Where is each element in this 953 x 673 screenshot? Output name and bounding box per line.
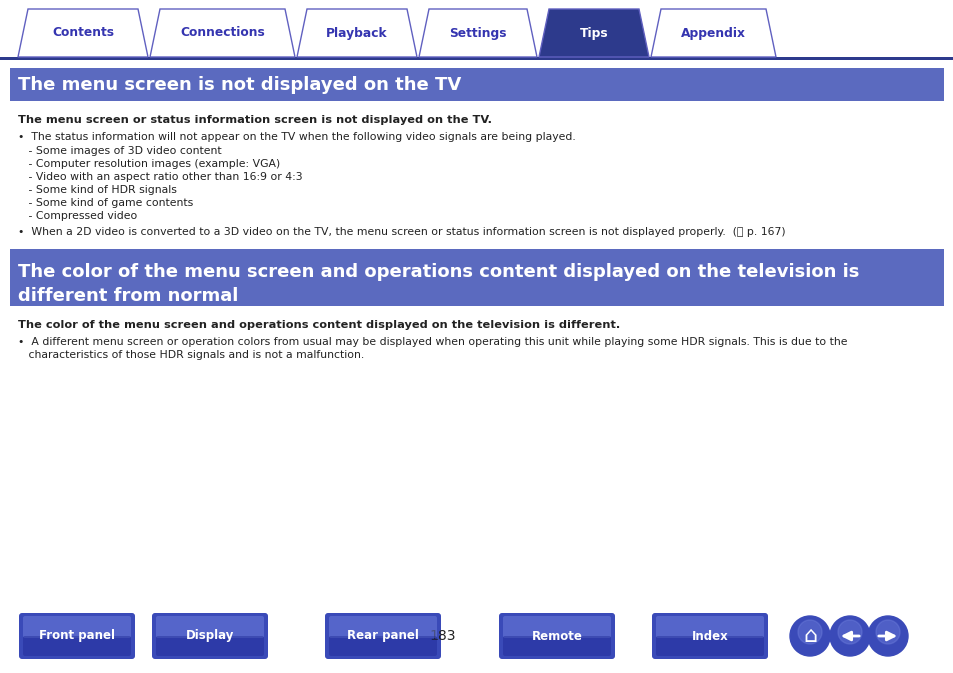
Polygon shape — [538, 9, 648, 57]
Text: ⌂: ⌂ — [802, 626, 816, 646]
Text: different from normal: different from normal — [18, 287, 238, 305]
Text: Settings: Settings — [449, 26, 506, 40]
Text: Display: Display — [186, 629, 233, 643]
Text: - Some kind of HDR signals: - Some kind of HDR signals — [18, 185, 176, 195]
Text: •  The status information will not appear on the TV when the following video sig: • The status information will not appear… — [18, 132, 576, 142]
Polygon shape — [296, 9, 416, 57]
Text: Connections: Connections — [180, 26, 265, 40]
FancyBboxPatch shape — [502, 616, 610, 638]
Text: Index: Index — [691, 629, 727, 643]
FancyBboxPatch shape — [502, 636, 610, 656]
Text: - Computer resolution images (example: VGA): - Computer resolution images (example: V… — [18, 159, 280, 169]
FancyBboxPatch shape — [651, 613, 767, 659]
Text: Rear panel: Rear panel — [347, 629, 418, 643]
Text: The color of the menu screen and operations content displayed on the television : The color of the menu screen and operati… — [18, 320, 619, 330]
FancyBboxPatch shape — [656, 616, 763, 638]
Polygon shape — [418, 9, 537, 57]
Text: - Video with an aspect ratio other than 16:9 or 4:3: - Video with an aspect ratio other than … — [18, 172, 302, 182]
FancyBboxPatch shape — [498, 613, 615, 659]
Text: Contents: Contents — [52, 26, 113, 40]
FancyBboxPatch shape — [23, 636, 131, 656]
Text: The color of the menu screen and operations content displayed on the television : The color of the menu screen and operati… — [18, 263, 859, 281]
Text: - Some kind of game contents: - Some kind of game contents — [18, 198, 193, 208]
Polygon shape — [18, 9, 148, 57]
Circle shape — [875, 620, 899, 644]
Bar — [0, 57, 953, 60]
Text: characteristics of those HDR signals and is not a malfunction.: characteristics of those HDR signals and… — [18, 350, 364, 360]
Text: - Compressed video: - Compressed video — [18, 211, 137, 221]
Polygon shape — [150, 9, 294, 57]
Text: - Some images of 3D video content: - Some images of 3D video content — [18, 146, 221, 156]
Circle shape — [829, 616, 869, 656]
Text: Remote: Remote — [531, 629, 582, 643]
Bar — [10, 68, 943, 101]
Text: Playback: Playback — [326, 26, 388, 40]
Polygon shape — [650, 9, 775, 57]
Text: The menu screen or status information screen is not displayed on the TV.: The menu screen or status information sc… — [18, 115, 492, 125]
Text: •  A different menu screen or operation colors from usual may be displayed when : • A different menu screen or operation c… — [18, 337, 846, 347]
Text: The menu screen is not displayed on the TV: The menu screen is not displayed on the … — [18, 77, 460, 94]
Text: 183: 183 — [429, 629, 456, 643]
FancyBboxPatch shape — [329, 636, 436, 656]
FancyBboxPatch shape — [23, 616, 131, 638]
FancyBboxPatch shape — [19, 613, 135, 659]
Bar — [10, 249, 943, 306]
Text: Appendix: Appendix — [680, 26, 745, 40]
Circle shape — [867, 616, 907, 656]
Text: •  When a 2D video is converted to a 3D video on the TV, the menu screen or stat: • When a 2D video is converted to a 3D v… — [18, 227, 785, 237]
Circle shape — [837, 620, 862, 644]
FancyBboxPatch shape — [152, 613, 268, 659]
Text: Tips: Tips — [579, 26, 608, 40]
FancyBboxPatch shape — [156, 636, 264, 656]
Circle shape — [797, 620, 821, 644]
FancyBboxPatch shape — [325, 613, 440, 659]
FancyBboxPatch shape — [329, 616, 436, 638]
FancyBboxPatch shape — [656, 636, 763, 656]
Text: Front panel: Front panel — [39, 629, 115, 643]
Circle shape — [789, 616, 829, 656]
FancyBboxPatch shape — [156, 616, 264, 638]
